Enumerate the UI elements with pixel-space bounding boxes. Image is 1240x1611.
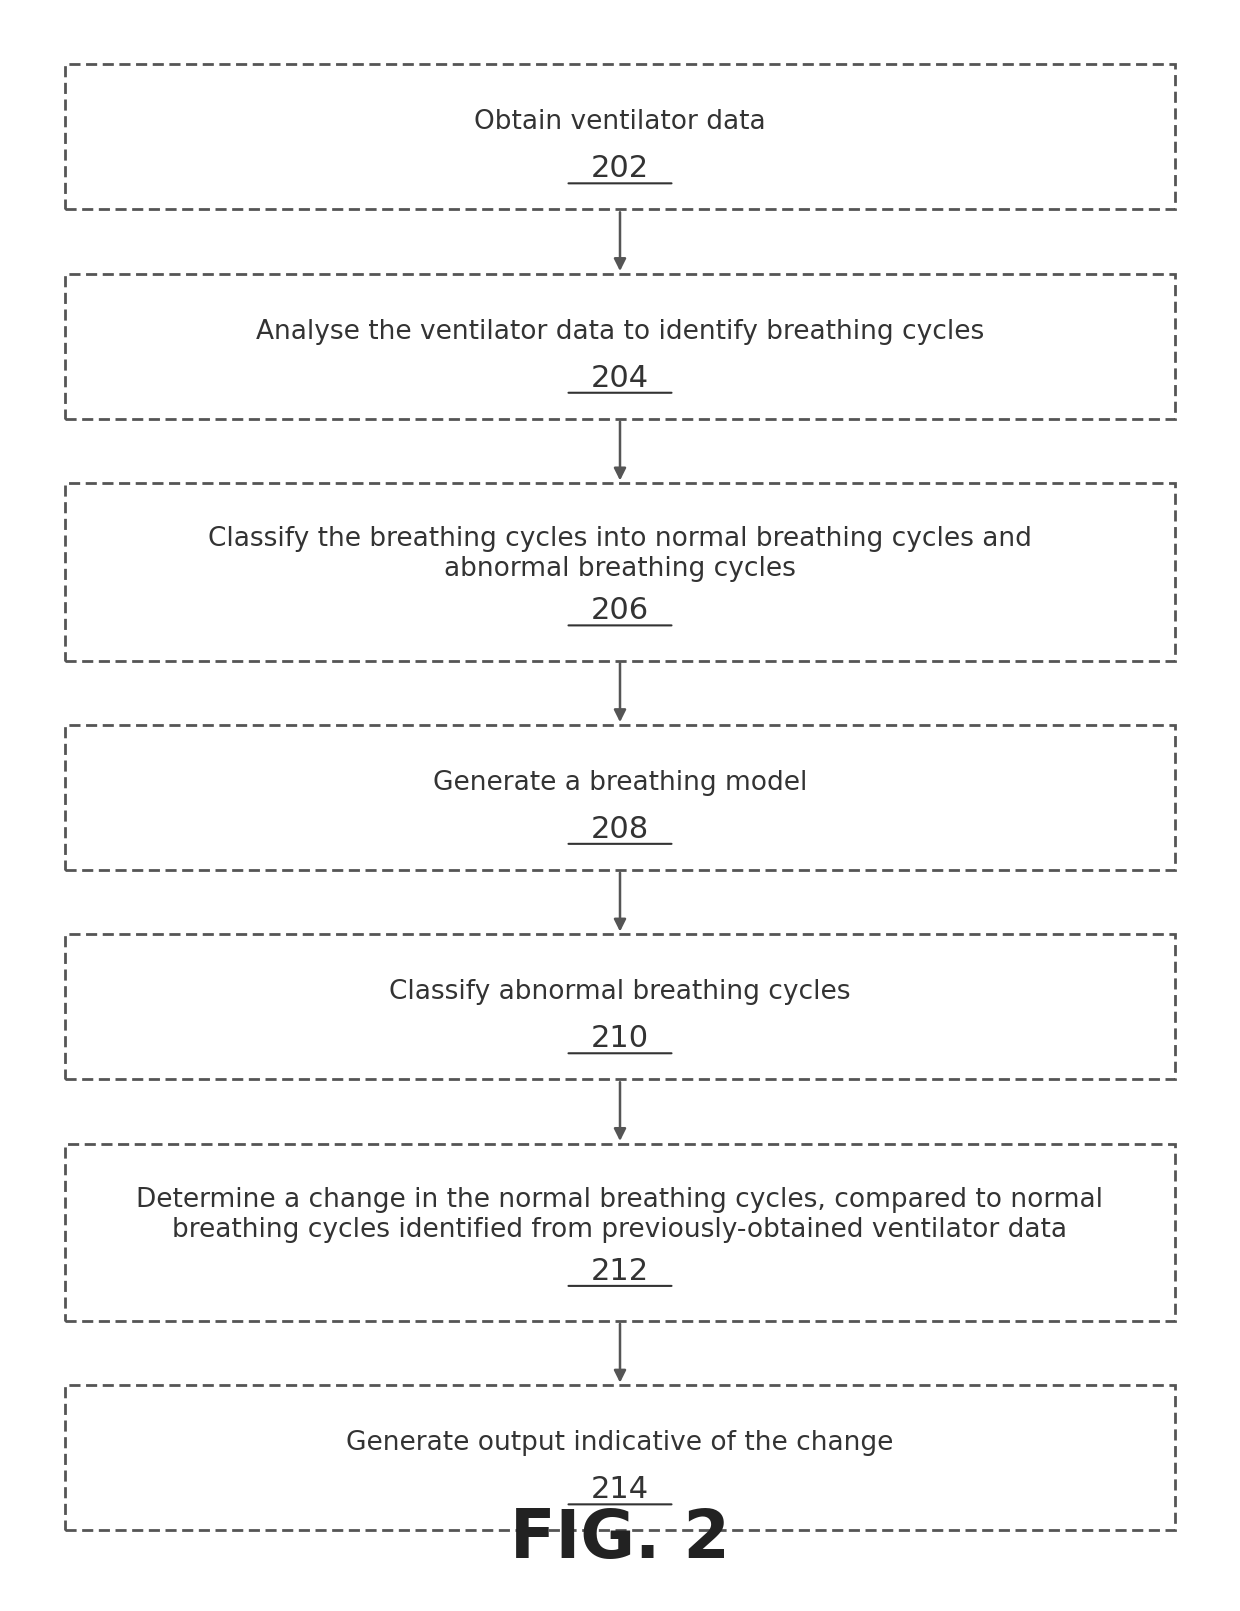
FancyBboxPatch shape	[64, 725, 1176, 870]
FancyBboxPatch shape	[64, 1385, 1176, 1530]
Text: Determine a change in the normal breathing cycles, compared to normal
breathing : Determine a change in the normal breathi…	[136, 1187, 1104, 1242]
FancyBboxPatch shape	[64, 64, 1176, 209]
FancyBboxPatch shape	[64, 934, 1176, 1079]
FancyBboxPatch shape	[64, 483, 1176, 661]
Text: Generate a breathing model: Generate a breathing model	[433, 770, 807, 796]
FancyBboxPatch shape	[64, 1144, 1176, 1321]
Text: 210: 210	[591, 1025, 649, 1054]
Text: Obtain ventilator data: Obtain ventilator data	[474, 110, 766, 135]
FancyBboxPatch shape	[64, 274, 1176, 419]
Text: Generate output indicative of the change: Generate output indicative of the change	[346, 1431, 894, 1456]
Text: FIG. 2: FIG. 2	[510, 1506, 730, 1571]
Text: 208: 208	[591, 815, 649, 844]
Text: 204: 204	[591, 364, 649, 393]
Text: Analyse the ventilator data to identify breathing cycles: Analyse the ventilator data to identify …	[255, 319, 985, 345]
Text: Classify abnormal breathing cycles: Classify abnormal breathing cycles	[389, 979, 851, 1005]
Text: 206: 206	[591, 596, 649, 625]
Text: Classify the breathing cycles into normal breathing cycles and
abnormal breathin: Classify the breathing cycles into norma…	[208, 527, 1032, 582]
Text: 212: 212	[591, 1257, 649, 1286]
Text: 214: 214	[591, 1476, 649, 1505]
Text: 202: 202	[591, 155, 649, 184]
